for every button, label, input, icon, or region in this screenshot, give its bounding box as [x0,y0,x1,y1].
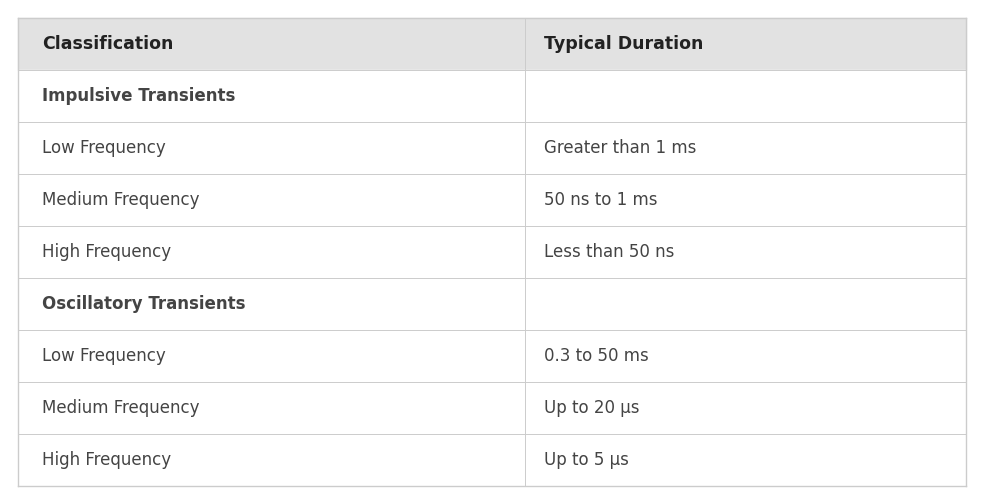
Bar [18,278,966,330]
Text: High Frequency: High Frequency [41,243,171,261]
Text: Up to 5 μs: Up to 5 μs [544,451,629,469]
Text: 0.3 to 50 ms: 0.3 to 50 ms [544,347,648,365]
Text: Low Frequency: Low Frequency [41,139,165,157]
Bar [18,382,966,434]
Bar [18,18,966,70]
Bar [18,330,966,382]
Text: Medium Frequency: Medium Frequency [41,191,199,209]
Bar [18,70,966,122]
Text: Up to 20 μs: Up to 20 μs [544,399,640,417]
Bar [18,174,966,226]
Bar [18,122,966,174]
Text: Classification: Classification [41,35,173,53]
Text: Low Frequency: Low Frequency [41,347,165,365]
Text: Medium Frequency: Medium Frequency [41,399,199,417]
Text: 50 ns to 1 ms: 50 ns to 1 ms [544,191,657,209]
Text: Typical Duration: Typical Duration [544,35,704,53]
Text: Greater than 1 ms: Greater than 1 ms [544,139,697,157]
Text: Impulsive Transients: Impulsive Transients [41,87,235,105]
Text: Less than 50 ns: Less than 50 ns [544,243,674,261]
Text: Oscillatory Transients: Oscillatory Transients [41,295,245,313]
Bar [18,434,966,486]
Bar [18,226,966,278]
Text: High Frequency: High Frequency [41,451,171,469]
